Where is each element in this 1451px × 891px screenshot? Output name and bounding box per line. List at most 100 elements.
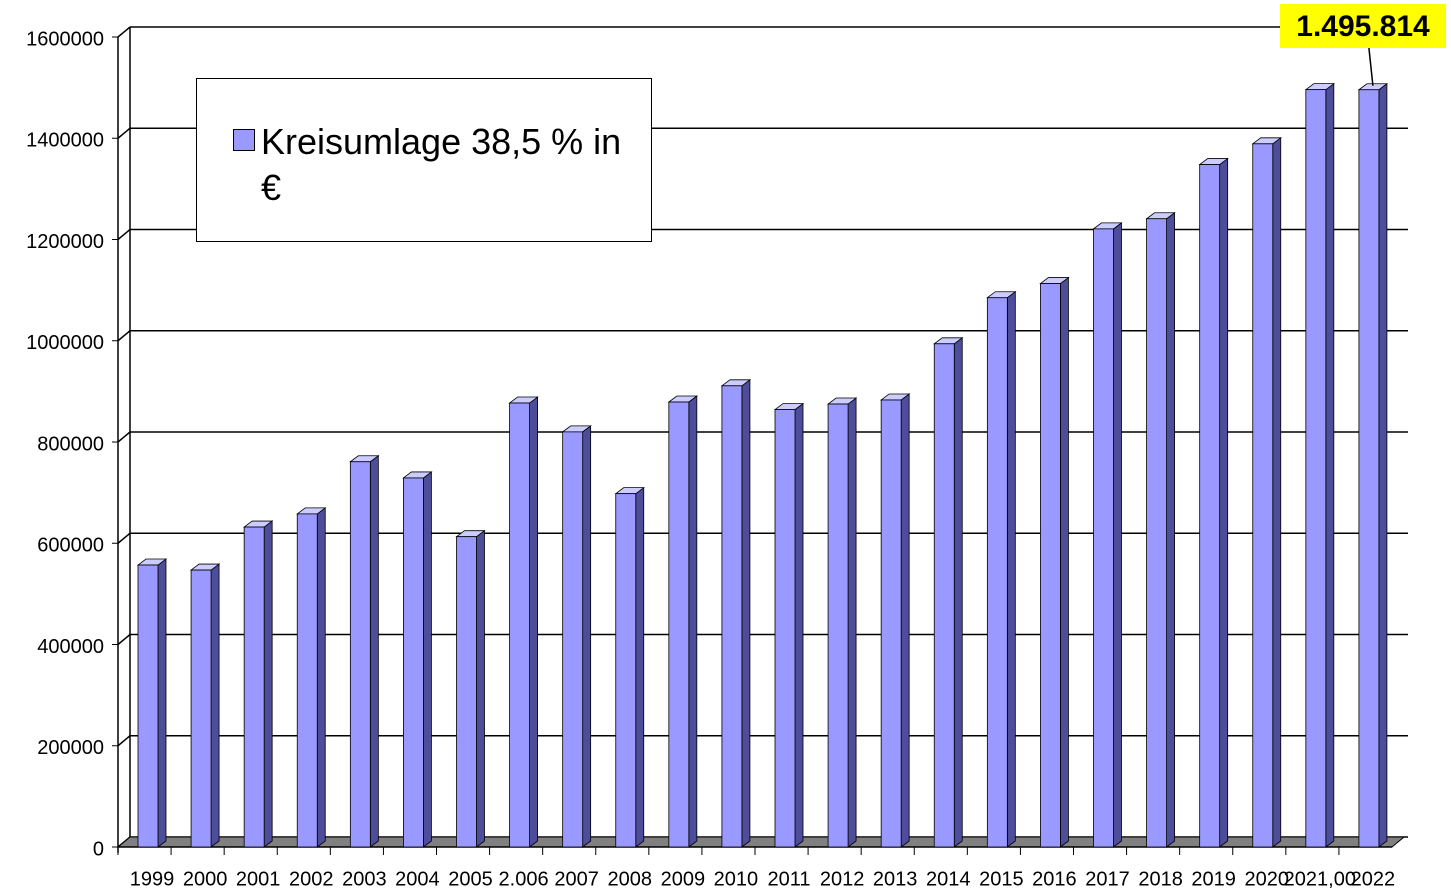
bar-face [137, 564, 159, 848]
legend: Kreisumlage 38,5 % in € [196, 78, 652, 242]
y-tick-label: 800000 [37, 433, 104, 455]
x-tick-label: 2009 [661, 868, 706, 890]
bar-face [157, 558, 167, 848]
bar-face [316, 507, 326, 848]
bar [933, 336, 964, 848]
x-tick-label: 2012 [820, 868, 865, 890]
depth-line [117, 735, 131, 747]
bar-face [1166, 211, 1175, 848]
bar-face [986, 297, 1008, 848]
x-tick-label: 2010 [714, 868, 759, 890]
bar-face [423, 471, 432, 848]
x-tick-label: 2.006 [499, 868, 549, 890]
y-tick-label: 0 [93, 838, 104, 860]
bar-face [1113, 222, 1122, 848]
depth-line [117, 330, 131, 342]
legend-label: Kreisumlage 38,5 % in € [261, 121, 622, 208]
x-tick-label: 2000 [183, 868, 228, 890]
value-label: 1.495.814 [1296, 10, 1430, 43]
bar [986, 290, 1017, 848]
bar-face [1006, 290, 1016, 848]
bar [720, 379, 752, 848]
bar-face [349, 461, 371, 848]
bar [1251, 137, 1282, 848]
bar-face [529, 396, 538, 848]
x-tick-label: 2002 [289, 868, 334, 890]
bar-face [933, 343, 955, 848]
bar-face [741, 379, 751, 848]
bar [508, 396, 539, 848]
bar [667, 395, 699, 848]
y-tick-label: 1000000 [26, 332, 104, 354]
bar-face [847, 397, 857, 848]
bar-face [562, 431, 584, 848]
bar-face [1146, 218, 1167, 848]
bar [1304, 82, 1336, 848]
bar-face [688, 395, 698, 848]
x-tick-label: 2007 [554, 868, 599, 890]
bar-face [953, 336, 963, 848]
bar [1198, 157, 1229, 848]
x-tick-label: 2013 [873, 868, 918, 890]
bar-face [1093, 228, 1114, 848]
bar [1357, 82, 1389, 848]
bar-face [1252, 143, 1274, 848]
y-tick-label: 200000 [37, 737, 104, 759]
bar-face [1305, 89, 1327, 848]
x-tick-label: 2018 [1138, 868, 1183, 890]
y-tick-label: 600000 [37, 535, 104, 557]
x-tick-label: 2001 [236, 868, 281, 890]
bar [349, 454, 380, 848]
depth-line [117, 431, 131, 443]
x-tick-label: 2015 [979, 868, 1024, 890]
bar [879, 393, 911, 848]
bar [189, 563, 221, 848]
bar-face [296, 513, 318, 848]
bar-face [1378, 82, 1388, 848]
x-tick-label: 2016 [1032, 868, 1077, 890]
depth-line [117, 26, 131, 38]
bar-face [774, 409, 796, 848]
bar-face [509, 402, 530, 848]
x-tick-label: 2014 [926, 868, 971, 890]
bar-face [1040, 283, 1061, 848]
y-tick-label: 400000 [37, 636, 104, 658]
x-tick-label: 2005 [448, 868, 493, 890]
y-tick-label: 1400000 [26, 130, 104, 152]
bar-face [880, 399, 902, 848]
depth-line [117, 228, 131, 241]
bar [296, 507, 327, 848]
bar [561, 425, 592, 848]
x-tick-label: 2022 [1351, 868, 1396, 890]
bar-face [476, 529, 485, 848]
depth-line [117, 633, 131, 646]
x-tick-label: 2004 [395, 868, 440, 890]
bar-face [1325, 82, 1335, 848]
bar [455, 529, 486, 848]
depth-line [117, 532, 131, 544]
bar [614, 486, 645, 848]
x-tick-label: 2019 [1191, 868, 1236, 890]
bar [1039, 276, 1070, 848]
x-tick-label: 2008 [608, 868, 653, 890]
x-tick-label: 2017 [1085, 868, 1130, 890]
y-tick-label: 1600000 [26, 28, 104, 50]
x-tick-label: 2021,00 [1284, 868, 1356, 890]
bar-face [635, 486, 645, 848]
bar-face [456, 536, 477, 848]
bar [136, 558, 168, 848]
depth-line [117, 127, 131, 139]
x-tick-label: 2003 [342, 868, 387, 890]
bar-face [582, 425, 592, 848]
bar-face [827, 403, 849, 848]
bar-face [1060, 276, 1069, 848]
bar [1092, 222, 1123, 848]
value-label-box [1280, 4, 1446, 48]
bar-face [190, 569, 212, 848]
bar-face [243, 526, 265, 848]
leader-line [1368, 47, 1374, 86]
legend-swatch [233, 129, 255, 151]
bar-face [369, 454, 379, 848]
